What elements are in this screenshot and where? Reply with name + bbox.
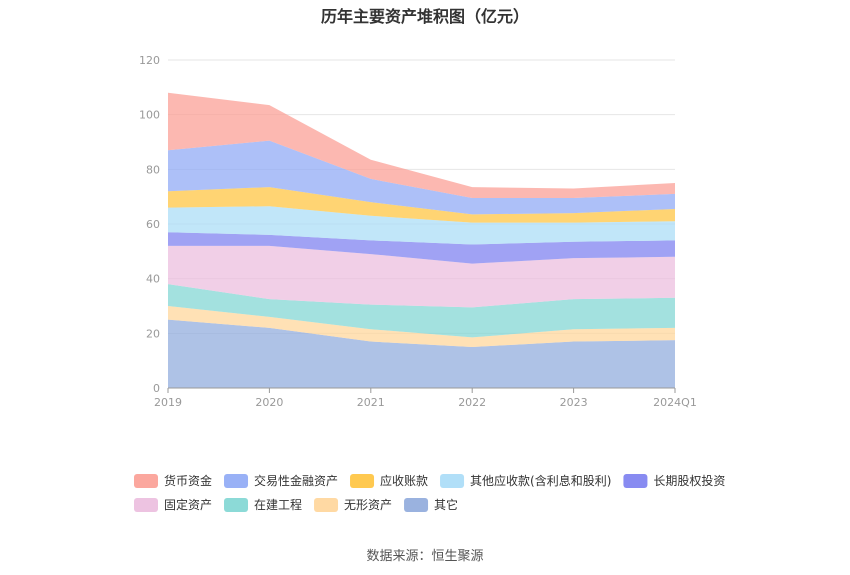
legend-item[interactable]: 无形资产 [314, 498, 392, 512]
area-series-0 [168, 319, 675, 388]
y-tick-label: 0 [153, 382, 160, 395]
chart-axes: 0 20 40 60 80 100 120 2019 2020 2021 2022 2023 2024Q… [139, 54, 697, 409]
y-tick-label: 80 [146, 163, 160, 176]
legend-swatch [440, 474, 465, 488]
area-series-6 [168, 187, 675, 223]
x-tick-label: 2021 [357, 396, 385, 409]
chart-title: 历年主要资产堆积图（亿元） [321, 7, 529, 26]
legend-swatch [224, 474, 249, 488]
legend-label: 货币资金 [164, 473, 212, 488]
y-tick-label: 60 [146, 218, 160, 231]
legend-label: 交易性金融资产 [254, 473, 338, 488]
legend-item[interactable]: 应收账款 [350, 473, 428, 488]
legend-swatch [404, 498, 429, 512]
legend-label: 其他应收款(含利息和股利) [470, 473, 611, 488]
area-series-7 [168, 140, 675, 215]
y-tick-label: 100 [139, 109, 160, 122]
y-tick-label: 40 [146, 273, 160, 286]
area-series-2 [168, 284, 675, 338]
legend-swatch [224, 498, 249, 512]
legend-swatch [314, 498, 339, 512]
legend-item[interactable]: 在建工程 [224, 497, 302, 512]
x-tick-label: 2019 [154, 396, 182, 409]
chart-areas [168, 92, 675, 388]
legend-swatch [134, 498, 158, 512]
data-source-note: 数据来源：恒生聚源 [366, 549, 483, 564]
x-tick-label: 2022 [458, 396, 486, 409]
legend-label: 应收账款 [380, 473, 428, 488]
legend-label: 无形资产 [344, 498, 392, 512]
area-series-5 [168, 206, 675, 245]
legend-item[interactable]: 交易性金融资产 [224, 473, 338, 488]
legend-item[interactable]: 其他应收款(含利息和股利) [440, 473, 611, 488]
legend-label: 固定资产 [164, 497, 212, 512]
legend-item[interactable]: 固定资产 [134, 497, 212, 512]
y-tick-label: 20 [146, 327, 160, 340]
area-series-1 [168, 306, 675, 347]
area-series-3 [168, 245, 675, 308]
legend-item[interactable]: 长期股权投资 [623, 473, 725, 488]
legend-swatch [134, 474, 158, 488]
area-series-8 [168, 92, 675, 199]
x-tick-label: 2020 [255, 396, 283, 409]
legend-label: 长期股权投资 [653, 473, 725, 488]
legend-label: 其它 [434, 497, 458, 512]
x-tick-label: 2023 [560, 396, 588, 409]
legend-label: 在建工程 [254, 497, 302, 512]
legend-swatch [350, 474, 375, 488]
x-tick-label: 2024Q1 [653, 396, 697, 409]
legend-swatch [623, 474, 648, 488]
y-tick-label: 120 [139, 54, 160, 67]
legend-item[interactable]: 货币资金 [134, 473, 212, 488]
legend-item[interactable]: 其它 [404, 497, 458, 512]
area-series-4 [168, 232, 675, 264]
